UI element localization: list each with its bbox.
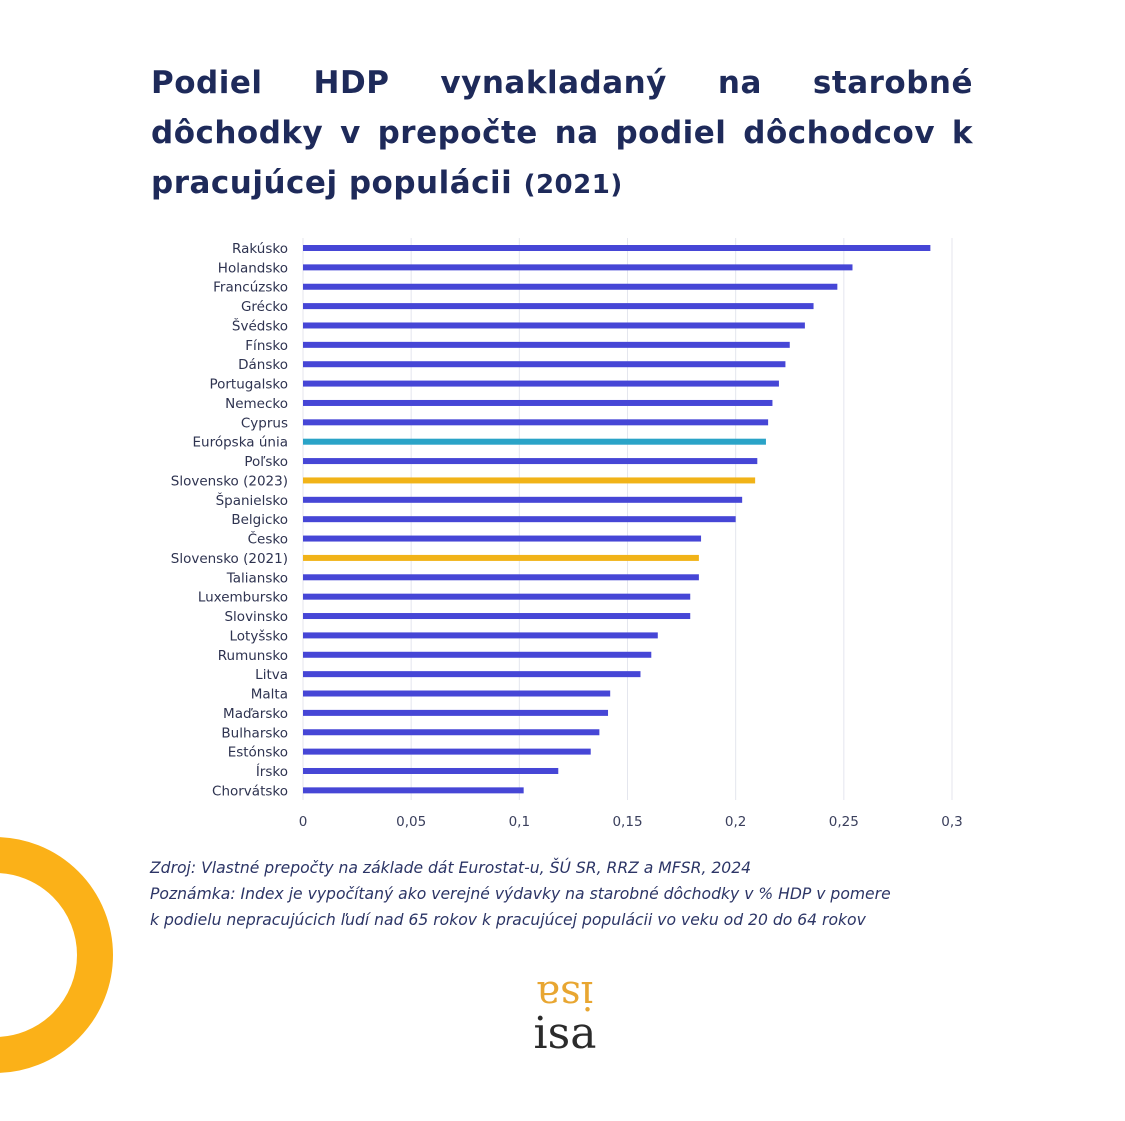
category-label: Belgicko <box>231 512 288 528</box>
bar <box>303 477 756 484</box>
category-label: Holandsko <box>218 260 288 276</box>
bar <box>303 341 790 348</box>
bar <box>303 322 805 329</box>
chart-title-main: Podiel HDP vynakladaný na starobné dôcho… <box>151 65 973 201</box>
category-label: Nemecko <box>225 396 288 412</box>
bar <box>303 283 838 290</box>
bar <box>303 380 779 387</box>
bar <box>303 574 699 581</box>
chart-notes: Zdroj: Vlastné prepočty na základe dát E… <box>150 855 1010 933</box>
category-label: Rakúsko <box>232 241 288 257</box>
category-label: Dánsko <box>238 357 288 373</box>
category-label: Poľsko <box>244 454 288 470</box>
x-tick-label: 0 <box>299 814 308 830</box>
chart-bars <box>303 245 931 794</box>
category-label: Malta <box>251 687 288 703</box>
x-tick-label: 0,25 <box>829 814 859 830</box>
bar <box>303 535 702 542</box>
category-label: Fínsko <box>245 338 288 354</box>
category-label: Bulharsko <box>221 725 288 741</box>
bar <box>303 632 658 639</box>
logo-text: isa <box>533 1008 597 1059</box>
category-label: Maďarsko <box>223 706 288 722</box>
category-label: Francúzsko <box>213 280 288 296</box>
category-label: Slovinsko <box>224 609 288 625</box>
x-tick-label: 0,1 <box>509 814 530 830</box>
category-label: Slovensko (2023) <box>171 473 288 489</box>
bar <box>303 458 758 465</box>
bar <box>303 748 591 755</box>
category-label: Litva <box>255 667 288 683</box>
isa-logo: isa isa <box>515 972 615 1059</box>
method-note-line-2: k podielu nepracujúcich ľudí nad 65 roko… <box>150 911 866 929</box>
bar <box>303 767 559 774</box>
category-label: Írsko <box>256 763 288 780</box>
bar <box>303 709 609 716</box>
chart-title: Podiel HDP vynakladaný na starobné dôcho… <box>151 58 973 210</box>
bar <box>303 613 691 620</box>
bar <box>303 516 736 523</box>
logo-mirrored-text: isa <box>536 972 594 1018</box>
decorative-ring <box>0 837 113 1073</box>
bar <box>303 690 611 697</box>
x-tick-label: 0,3 <box>941 814 962 830</box>
category-label: Švédsko <box>232 316 288 334</box>
method-note-line-1: Poznámka: Index je vypočítaný ako verejn… <box>150 885 891 903</box>
category-label: Chorvátsko <box>212 783 288 799</box>
category-label: Rumunsko <box>218 648 288 664</box>
x-tick-label: 0,2 <box>725 814 746 830</box>
x-tick-labels: 0 0,05 0,1 0,15 0,2 0,25 0,3 <box>299 814 963 830</box>
source-note: Zdroj: Vlastné prepočty na základe dát E… <box>150 859 752 877</box>
bar <box>303 438 766 445</box>
category-label: Estónsko <box>228 745 288 761</box>
bar <box>303 303 814 310</box>
category-label: Grécko <box>241 299 288 315</box>
x-tick-label: 0,05 <box>396 814 426 830</box>
bar <box>303 361 786 368</box>
bar <box>303 787 524 794</box>
x-tick-label: 0,15 <box>612 814 642 830</box>
category-label: Taliansko <box>226 570 288 586</box>
bar <box>303 593 691 600</box>
bar <box>303 419 769 426</box>
category-label: Španielsko <box>216 491 288 509</box>
category-label: Lotyšsko <box>230 628 289 644</box>
bar <box>303 496 743 503</box>
bar <box>303 729 600 736</box>
category-label: Česko <box>248 530 288 548</box>
bar <box>303 245 931 251</box>
bar <box>303 554 699 561</box>
bar <box>303 399 773 406</box>
category-label: Luxembursko <box>198 590 288 606</box>
bar <box>303 651 652 658</box>
category-label: Európska únia <box>193 435 288 451</box>
bar <box>303 264 853 271</box>
bar <box>303 671 641 678</box>
ring-shape <box>0 837 113 1073</box>
chart-title-year: (2021) <box>523 170 623 200</box>
category-label: Slovensko (2021) <box>171 551 288 567</box>
category-label: Portugalsko <box>209 377 288 393</box>
category-label: Cyprus <box>241 415 288 431</box>
